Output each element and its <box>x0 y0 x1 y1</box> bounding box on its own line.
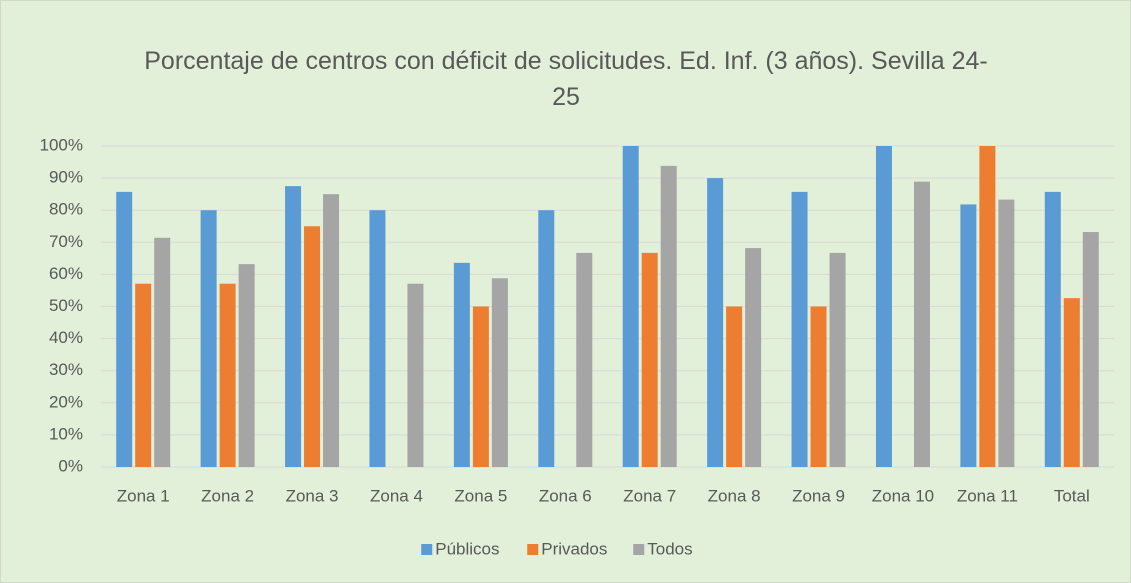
bar <box>285 186 302 467</box>
bar <box>453 262 470 467</box>
bar <box>791 191 808 467</box>
bar <box>707 178 724 467</box>
bar <box>641 252 658 467</box>
bar <box>960 204 977 467</box>
x-tick-label: Total <box>1054 486 1090 505</box>
bar <box>219 283 236 467</box>
bar <box>154 237 171 467</box>
legend-swatch <box>421 544 433 555</box>
y-tick-label: 70% <box>49 232 83 251</box>
y-tick-label: 90% <box>49 168 83 187</box>
bar <box>660 165 677 468</box>
y-tick-label: 40% <box>49 328 83 347</box>
x-tick-label: Zona 11 <box>957 486 1018 505</box>
bar <box>135 283 152 467</box>
bar <box>829 252 846 467</box>
x-tick-label: Zona 9 <box>792 486 845 505</box>
bar <box>1044 191 1061 467</box>
x-tick-label: Zona 3 <box>286 486 339 505</box>
bar <box>913 181 930 468</box>
bar <box>622 146 639 467</box>
y-tick-label: 60% <box>49 264 83 283</box>
bar <box>979 146 996 467</box>
bar <box>238 264 255 467</box>
x-tick-label: Zona 6 <box>539 486 592 505</box>
legend-swatch <box>633 544 645 555</box>
bar <box>745 248 762 467</box>
bar <box>116 191 133 467</box>
bar <box>538 210 555 467</box>
x-tick-label: Zona 2 <box>201 486 254 505</box>
y-tick-label: 30% <box>49 360 83 379</box>
legend-swatch <box>527 544 539 555</box>
x-tick-label: Zona 4 <box>370 486 423 505</box>
y-tick-label: 20% <box>49 392 83 411</box>
bar <box>1082 232 1099 467</box>
legend-label: Públicos <box>435 539 499 558</box>
y-tick-label: 100% <box>40 135 83 154</box>
chart-title: Porcentaje de centros con déficit de sol… <box>144 47 988 111</box>
x-tick-label: Zona 7 <box>623 486 676 505</box>
bar <box>998 199 1015 467</box>
legend-label: Privados <box>541 539 607 558</box>
bar <box>491 278 508 467</box>
y-tick-label: 0% <box>58 456 83 475</box>
bar <box>407 283 424 467</box>
bar <box>1063 298 1080 467</box>
x-tick-label: Zona 10 <box>872 486 934 505</box>
x-tick-label: Zona 8 <box>708 486 761 505</box>
y-tick-label: 80% <box>49 200 83 219</box>
bar <box>576 252 593 467</box>
bar <box>323 194 340 467</box>
bar <box>369 210 386 467</box>
bar <box>875 146 892 467</box>
bar <box>304 226 321 467</box>
y-tick-label: 50% <box>49 296 83 315</box>
legend-label: Todos <box>647 539 692 558</box>
bar <box>472 306 489 467</box>
bar <box>810 306 827 467</box>
x-tick-label: Zona 5 <box>454 486 507 505</box>
bar <box>726 306 743 467</box>
y-tick-label: 10% <box>49 424 83 443</box>
x-tick-label: Zona 1 <box>117 486 170 505</box>
bar <box>200 210 217 467</box>
